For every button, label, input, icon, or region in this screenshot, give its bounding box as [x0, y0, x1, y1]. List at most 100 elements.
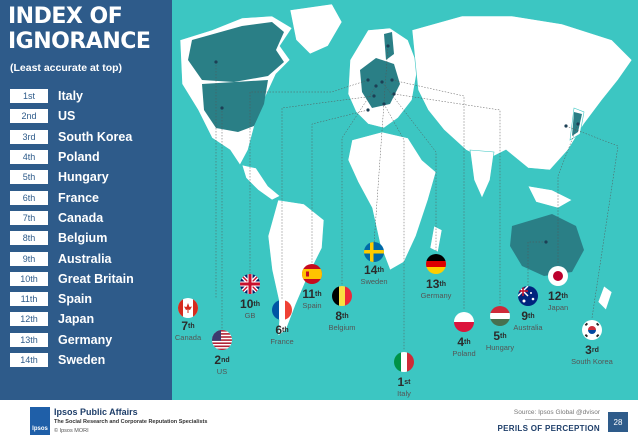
map-label-gb: 10th GB — [240, 297, 260, 321]
page-subtitle: (Least accurate at top) — [10, 62, 123, 74]
source-note: Source: Ipsos Global @dvisor — [513, 409, 600, 416]
leader-sweden — [373, 45, 389, 245]
rank-badge: 10th — [10, 271, 48, 286]
world-map: 7th Canada 2nd US 10th GB 6th France 11t… — [172, 0, 638, 400]
map-label-poland: 4th Poland — [452, 335, 476, 359]
ipsos-logo: Ipsos — [30, 407, 50, 435]
rank-badge: 2nd — [10, 109, 48, 124]
rank-badge: 1st — [10, 89, 48, 104]
highlight-australia — [510, 214, 584, 276]
copyright: © Ipsos MORI — [54, 428, 89, 434]
highlight-europe-cluster — [360, 58, 400, 108]
page-title: INDEX OF IGNORANCE — [8, 4, 151, 54]
leader-south-korea — [565, 125, 619, 319]
rank-country: Australia — [58, 251, 112, 266]
footer: Ipsos Ipsos Public Affairs The Social Re… — [0, 400, 638, 442]
rank-country: Poland — [58, 150, 100, 165]
ranking-item: 1st Italy — [10, 86, 134, 106]
highlight-canada — [188, 22, 284, 82]
land-asia — [411, 15, 633, 171]
map-label-hungary: 5th Hungary — [485, 329, 515, 353]
dot-france — [372, 94, 376, 98]
rank-country: Belgium — [58, 231, 108, 246]
map-label-spain: 11th Spain — [302, 287, 322, 311]
flag-belgium-icon — [332, 286, 352, 306]
map-label-belgium: 8th Belgium — [328, 309, 356, 333]
land-india — [469, 149, 495, 199]
ranking-item: 12th Japan — [10, 309, 134, 329]
flag-japan-icon — [548, 266, 568, 286]
flag-gb-icon — [240, 274, 260, 294]
rank-country: Great Britain — [58, 271, 134, 286]
land-new-zealand — [597, 285, 613, 311]
ranking-item: 5th Hungary — [10, 167, 134, 187]
flag-spain-icon — [302, 264, 322, 284]
land-africa — [347, 131, 437, 271]
rank-country: Japan — [58, 312, 95, 327]
map-label-italy: 1st Italy — [397, 375, 411, 399]
flag-australia-icon — [518, 286, 538, 306]
leader-france — [281, 95, 375, 300]
rank-badge: 5th — [10, 170, 48, 185]
rank-country: Sweden — [58, 353, 106, 367]
ranking-item: 13th Germany — [10, 330, 134, 350]
dot-australia — [544, 240, 548, 244]
page-number: 28 — [608, 412, 628, 432]
ranking-item: 8th Belgium — [10, 228, 134, 248]
leader-spain — [311, 109, 369, 264]
map-label-germany: 13th Germany — [420, 277, 452, 301]
rank-country: Germany — [58, 332, 113, 347]
flag-italy-icon — [394, 352, 414, 372]
dot-sweden — [386, 44, 390, 48]
land-greenland — [289, 3, 343, 55]
rank-country: Spain — [58, 292, 93, 307]
section-title: PERILS OF PERCEPTION — [497, 424, 600, 433]
ranking-list: 1st Italy 2nd US 3rd South Korea 4th Poland 5th H… — [10, 86, 134, 370]
rank-country: US — [58, 109, 76, 124]
rank-badge: 6th — [10, 190, 48, 205]
land-central-america — [241, 164, 281, 201]
brand-name: Ipsos Public Affairs — [54, 407, 138, 417]
dot-canada — [214, 60, 218, 64]
leader-australia — [527, 241, 546, 286]
ranking-item: 14th Sweden — [10, 350, 134, 370]
flag-germany-icon — [426, 254, 446, 274]
leader-italy — [383, 103, 405, 350]
brand-tagline: The Social Research and Corporate Reputa… — [54, 419, 208, 425]
ranking-item: 9th Australia — [10, 248, 134, 268]
dot-south-korea — [564, 124, 568, 128]
map-label-france: 6th France — [270, 323, 294, 347]
rank-badge: 4th — [10, 150, 48, 165]
dot-us — [220, 106, 224, 110]
map-label-australia: 9th Australia — [513, 309, 543, 333]
flag-hungary-icon — [490, 306, 510, 326]
rank-badge: 8th — [10, 231, 48, 246]
map-label-us: 2nd US — [214, 353, 230, 377]
dot-belgium — [374, 84, 378, 88]
ranking-item: 10th Great Britain — [10, 269, 134, 289]
ranking-item: 4th Poland — [10, 147, 134, 167]
rank-country: France — [58, 190, 99, 205]
dot-hungary — [392, 92, 396, 96]
highlight-us — [202, 80, 268, 132]
leader-japan — [557, 123, 579, 264]
ranking-item: 11th Spain — [10, 289, 134, 309]
map-label-south-korea: 3rd South Korea — [571, 343, 613, 367]
ranking-item: 2nd US — [10, 106, 134, 126]
dot-italy — [382, 102, 386, 106]
rank-badge: 14th — [10, 353, 48, 367]
leader-gb — [249, 79, 369, 274]
ranking-item: 7th Canada — [10, 208, 134, 228]
dot-germany — [380, 80, 384, 84]
flag-france-icon — [272, 300, 292, 320]
rank-badge: 12th — [10, 312, 48, 327]
rank-badge: 7th — [10, 210, 48, 225]
map-label-sweden: 14th Sweden — [360, 263, 388, 287]
ranking-panel: INDEX OF IGNORANCE (Least accurate at to… — [0, 0, 172, 400]
rank-country: Hungary — [58, 170, 109, 185]
dot-poland — [390, 78, 394, 82]
rank-country: Canada — [58, 210, 104, 225]
rank-country: Italy — [58, 89, 84, 104]
flag-poland-icon — [454, 312, 474, 332]
rank-badge: 9th — [10, 251, 48, 266]
